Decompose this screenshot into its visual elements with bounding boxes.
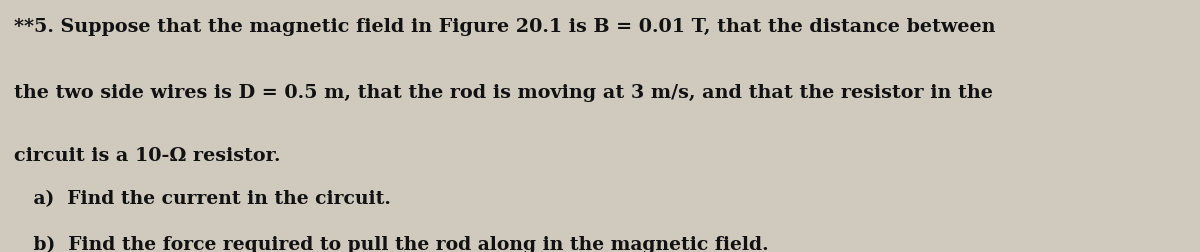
Text: b)  Find the force required to pull the rod along in the magnetic field.: b) Find the force required to pull the r… [14, 236, 769, 252]
Text: the two side wires is D = 0.5 m, that the rod is moving at 3 m/s, and that the r: the two side wires is D = 0.5 m, that th… [14, 84, 994, 102]
Text: **5. Suppose that the magnetic field in Figure 20.1 is B = 0.01 T, that the dist: **5. Suppose that the magnetic field in … [14, 18, 996, 36]
Text: circuit is a 10-Ω resistor.: circuit is a 10-Ω resistor. [14, 147, 281, 165]
Text: a)  Find the current in the circuit.: a) Find the current in the circuit. [14, 190, 391, 208]
